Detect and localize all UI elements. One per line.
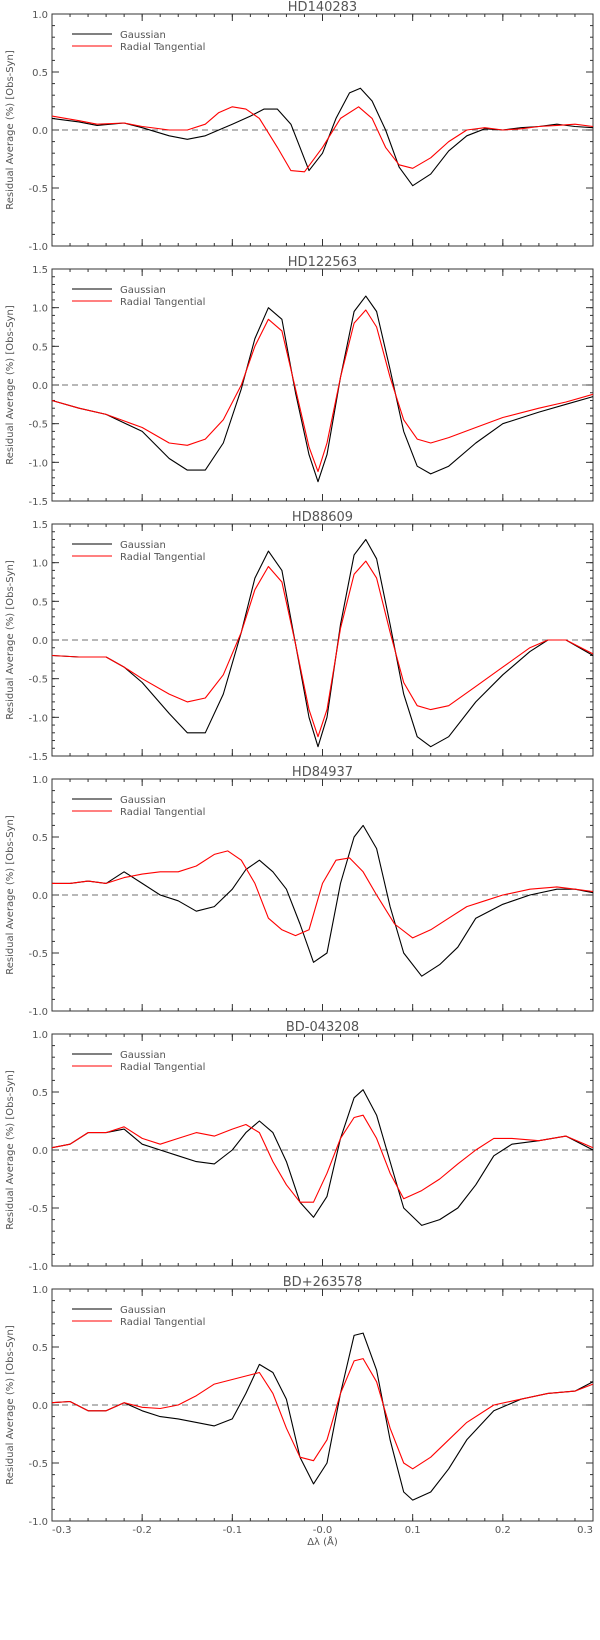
panel-title: HD122563: [288, 255, 357, 270]
y-axis-title: Residual Average (%) [Obs-Syn]: [5, 560, 16, 720]
series-line-radial-tangential: [51, 1358, 594, 1470]
y-tick-label: 1.0: [32, 10, 48, 21]
y-tick-label: 0.0: [32, 381, 48, 392]
y-tick-label: -0.5: [28, 675, 48, 686]
legend-label: Gaussian: [120, 540, 166, 551]
legend-label: Radial Tangential: [120, 1062, 205, 1073]
y-tick-label: 0.5: [32, 833, 48, 844]
y-axis-title: Residual Average (%) [Obs-Syn]: [5, 1070, 16, 1230]
y-tick-label: 1.0: [32, 559, 48, 570]
panel-3: HD84937 1.0 0.5 0.0 -0.5 -1.0 Residual Average…: [5, 765, 594, 1018]
series-line-gaussian: [51, 1332, 594, 1501]
panel-0: HD140283 1.0 0.5 0.0 -0.5 -1.0 Residual Averag…: [5, 0, 594, 253]
legend-label: Radial Tangential: [120, 552, 205, 563]
series-line-gaussian: [51, 295, 594, 483]
y-tick-label: 0.5: [32, 342, 48, 353]
legend-label: Radial Tangential: [120, 297, 205, 308]
x-tick-label: 0.3: [577, 1525, 593, 1536]
y-tick-label: -1.0: [28, 1007, 48, 1018]
x-tick-label: -0.3: [52, 1525, 72, 1536]
y-axis-title: Residual Average (%) [Obs-Syn]: [5, 1325, 16, 1485]
panel-4: BD-043208 1.0 0.5 0.0 -0.5 -1.0 Residual Avera…: [5, 1020, 594, 1273]
y-tick-label: 0.0: [32, 126, 48, 137]
x-tick-label: 0.1: [405, 1525, 421, 1536]
y-tick-label: -1.0: [28, 242, 48, 253]
panel-2: HD88609 1.5 1.0 0.5 0.0 -0.5 -1.0 -1.5 Residual …: [5, 510, 594, 763]
y-tick-label: 0.5: [32, 1088, 48, 1099]
y-axis-title: Residual Average (%) [Obs-Syn]: [5, 305, 16, 465]
y-tick-label: -1.0: [28, 458, 48, 469]
y-tick-label: -1.0: [28, 1517, 48, 1528]
y-tick-label: 1.0: [32, 304, 48, 315]
legend-label: Gaussian: [120, 1050, 166, 1061]
x-tick-label: -0.1: [223, 1525, 243, 1536]
series-line-radial-tangential: [52, 850, 594, 939]
y-tick-label: -0.5: [28, 1459, 48, 1470]
y-tick-label: -1.0: [28, 1262, 48, 1273]
y-tick-label: -1.0: [28, 713, 48, 724]
y-tick-label: -0.5: [28, 184, 48, 195]
legend-label: Gaussian: [120, 285, 166, 296]
y-tick-label: 1.5: [32, 265, 48, 276]
panel-title: HD140283: [288, 0, 357, 15]
y-tick-label: 0.0: [32, 891, 48, 902]
y-axis-title: Residual Average (%) [Obs-Syn]: [5, 815, 16, 975]
x-tick-label: -0.2: [132, 1525, 152, 1536]
y-tick-label: 1.0: [32, 1285, 48, 1296]
y-tick-label: 1.5: [32, 520, 48, 531]
y-tick-label: 1.0: [32, 775, 48, 786]
y-tick-label: -0.5: [28, 949, 48, 960]
legend-label: Gaussian: [120, 1305, 166, 1316]
y-tick-label: 0.5: [32, 1343, 48, 1354]
legend-label: Radial Tangential: [120, 42, 205, 53]
series-line-radial-tangential: [51, 106, 594, 173]
series-line-gaussian: [51, 87, 594, 187]
series-line-gaussian: [51, 1089, 594, 1226]
y-tick-label: 1.0: [32, 1030, 48, 1041]
series-line-radial-tangential: [51, 1114, 594, 1203]
x-axis-title: Δλ (Å): [307, 1535, 338, 1548]
panel-title: BD+263578: [283, 1275, 362, 1290]
panel-1: HD122563 1.5 1.0 0.5 0.0 -0.5 -1.0 -1.5 Residual…: [5, 255, 594, 508]
series-line-gaussian: [51, 538, 594, 748]
x-tick-label: -0.0: [313, 1525, 333, 1536]
y-tick-label: 0.0: [32, 1146, 48, 1157]
y-tick-label: -1.5: [28, 497, 48, 508]
panel-title: HD84937: [292, 765, 353, 780]
y-tick-label: 0.5: [32, 68, 48, 79]
x-tick-label: 0.2: [495, 1525, 511, 1536]
series-line-radial-tangential: [51, 560, 594, 738]
y-tick-label: -0.5: [28, 420, 48, 431]
series-line-radial-tangential: [51, 309, 594, 473]
legend-label: Gaussian: [120, 795, 166, 806]
panel-title: HD88609: [292, 510, 353, 525]
y-tick-label: 0.5: [32, 597, 48, 608]
y-tick-label: 0.0: [32, 1401, 48, 1412]
y-axis-title: Residual Average (%) [Obs-Syn]: [5, 50, 16, 210]
y-tick-label: 0.0: [32, 636, 48, 647]
series-line-gaussian: [52, 824, 594, 977]
legend-label: Radial Tangential: [120, 1317, 205, 1328]
y-tick-label: -1.5: [28, 752, 48, 763]
panel-5: BD+263578 1.0 0.5 0.0 -0.5 -1.0 -0.3 -0.2 -0.1 -0…: [5, 1275, 594, 1548]
legend-label: Radial Tangential: [120, 807, 205, 818]
y-tick-label: -0.5: [28, 1204, 48, 1215]
panel-title: BD-043208: [286, 1020, 359, 1035]
legend-label: Gaussian: [120, 30, 166, 41]
